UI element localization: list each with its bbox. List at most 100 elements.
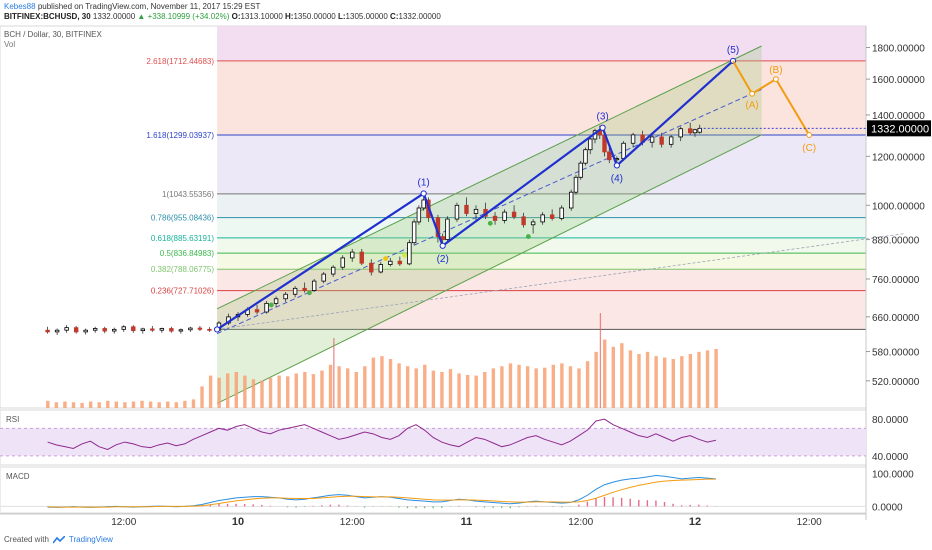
fib-band	[217, 237, 866, 254]
time-tick-label: 12:00	[111, 517, 136, 528]
volume-bar	[405, 366, 410, 408]
candle-body	[530, 221, 536, 226]
channel-upper	[216, 45, 762, 310]
candle-body	[630, 134, 636, 144]
volume-bar	[311, 374, 316, 408]
candle-body	[83, 329, 88, 333]
candle-body	[578, 162, 583, 178]
candle-body	[573, 176, 579, 193]
volume-bar	[680, 356, 684, 408]
candle-body	[697, 127, 702, 133]
volume-bar	[457, 373, 461, 408]
candle-body	[121, 326, 126, 330]
time-tick-label: 12:00	[568, 517, 593, 528]
candle-body	[264, 302, 269, 313]
price-tick-label: 760.00000	[872, 275, 920, 286]
price-tick-label: 580.00000	[872, 348, 920, 359]
candle-body	[292, 287, 298, 295]
fib-band	[217, 60, 866, 136]
corrective-node	[749, 90, 755, 97]
volume-bar	[525, 366, 530, 408]
candle-body	[378, 264, 383, 273]
volume-bar	[234, 372, 238, 408]
volume-bar	[46, 400, 50, 408]
candle-body	[549, 214, 555, 219]
volume-bar	[131, 401, 136, 408]
candle-body	[112, 328, 117, 332]
time-tick-label: 12:00	[340, 517, 365, 528]
tradingview-brand[interactable]: TradingView	[68, 535, 113, 544]
volume-bar	[697, 351, 701, 408]
candle-body	[311, 280, 317, 291]
macd-title: MACD	[6, 472, 30, 481]
rsi-tick-label: 40.0000	[872, 452, 909, 463]
current-price-label: 1332.00000	[871, 123, 929, 135]
volume-bar	[371, 357, 376, 408]
candle-body	[369, 262, 374, 273]
channel-lower	[216, 134, 762, 404]
wave-node	[420, 190, 427, 197]
volume-bar	[414, 368, 418, 408]
corrective-wave-line	[732, 60, 811, 136]
fib-label: 0.5(836.84983)	[160, 249, 215, 258]
candle-body	[411, 221, 417, 244]
volume-bar	[71, 402, 76, 408]
candle-body	[45, 329, 50, 333]
signal-dot	[402, 252, 407, 258]
rsi-band	[0, 428, 866, 456]
volume-bar	[534, 368, 538, 408]
volume-bar	[645, 351, 650, 408]
volume-bar	[251, 379, 256, 408]
volume-bar	[294, 373, 298, 408]
volume-bar	[431, 370, 436, 408]
created-with-label: Created with	[4, 535, 49, 544]
high-value: 1350.00000	[293, 12, 336, 21]
candle-body	[668, 136, 674, 145]
volume-bar	[303, 372, 307, 408]
candle-body	[207, 328, 212, 331]
volume-bar	[585, 361, 590, 408]
rsi-line	[47, 418, 717, 450]
volume-bar	[106, 400, 110, 408]
candle-body	[464, 204, 469, 214]
volume-bar	[500, 366, 504, 408]
candle-body	[93, 328, 98, 331]
signal-dot	[525, 234, 531, 239]
change-label: ▲ +338.10999 (+34.02%)	[137, 12, 230, 21]
wave-label: (5)	[727, 45, 739, 56]
volume-bar	[543, 367, 547, 408]
open-value: 1313.10000	[240, 12, 283, 21]
candle-body	[188, 327, 193, 331]
candle-body	[359, 251, 364, 264]
volume-bar	[166, 401, 170, 408]
candle-body	[492, 215, 498, 221]
volume-bar	[705, 350, 710, 408]
low-label: L:	[337, 12, 346, 21]
volume-spike	[599, 313, 602, 408]
volume-bar	[688, 354, 693, 408]
wave-label: (4)	[611, 173, 623, 184]
candle-body	[350, 251, 355, 259]
time-tick-label: 10	[232, 516, 244, 528]
volume-bar	[508, 363, 513, 408]
fib-label: 2.618(1712.44683)	[146, 57, 214, 66]
macd-tick-label: 0.0000	[872, 502, 903, 513]
candle-body	[178, 329, 184, 332]
wave-node	[599, 124, 606, 131]
close-label: C:	[390, 12, 399, 21]
author-link[interactable]: Kebes88	[4, 2, 36, 11]
candle-body	[254, 309, 260, 313]
corrective-label: (C)	[802, 143, 816, 154]
candle-body	[649, 136, 655, 143]
close-value: 1332.00000	[398, 12, 441, 21]
long-trendline	[217, 233, 905, 330]
volume-bar	[345, 368, 350, 408]
candle-body	[688, 128, 693, 134]
volume-bar	[654, 356, 658, 408]
wave-node	[613, 162, 620, 169]
ohlc-line: BITFINEX:BCHUSD, 30 1332.00000 ▲ +338.10…	[4, 12, 441, 21]
volume-bar	[320, 370, 324, 408]
price-tick-label: 1200.00000	[872, 152, 925, 163]
volume-bar	[397, 363, 401, 408]
macd-tick-label: 100.0000	[872, 470, 914, 481]
